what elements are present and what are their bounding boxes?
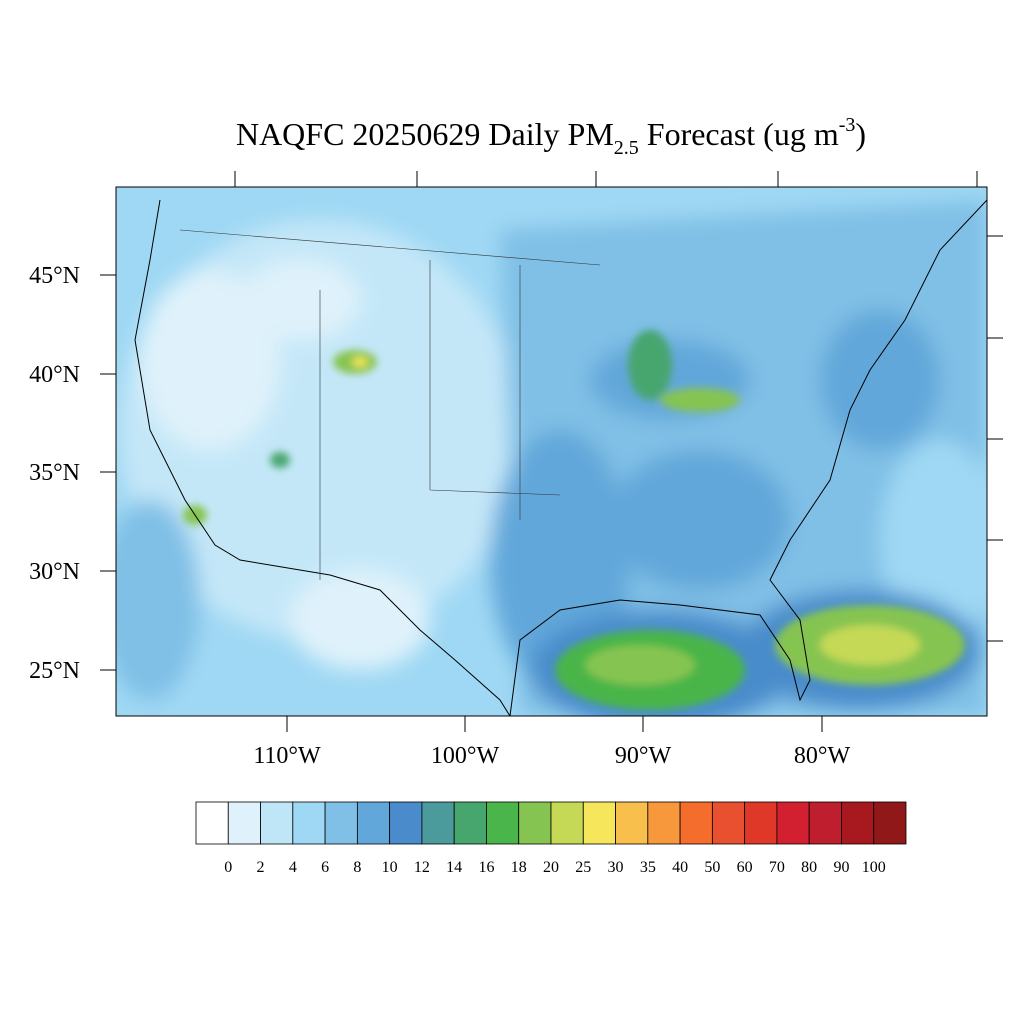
title-end: ) (855, 116, 866, 152)
colorbar-box (808, 801, 842, 845)
title-sub: 2.5 (614, 137, 639, 159)
lon-label: 100°W (431, 743, 500, 769)
lat-label: 30°N (29, 559, 80, 585)
colorbar-box (647, 801, 681, 845)
colorbar-box (550, 801, 584, 845)
colorbar-box (421, 801, 455, 845)
colorbar-label: 100 (862, 859, 886, 876)
colorbar-label: 30 (608, 859, 624, 876)
colorbar-label: 60 (737, 859, 753, 876)
colorbar-box (195, 801, 229, 845)
title-mid: Forecast (ug m (639, 116, 839, 152)
frame-ticks (100, 171, 1003, 732)
colorbar-label: 90 (833, 859, 849, 876)
colorbar-box (615, 801, 649, 845)
title-main: NAQFC 20250629 Daily PM (236, 116, 614, 152)
colorbar-label: 12 (414, 859, 430, 876)
colorbar-label: 0 (224, 859, 232, 876)
colorbar-box (292, 801, 326, 845)
colorbar-label: 4 (289, 859, 297, 876)
lon-label: 90°W (615, 743, 672, 769)
lon-label: 80°W (794, 743, 851, 769)
colorbar-box (841, 801, 875, 845)
colorbar-label: 40 (672, 859, 688, 876)
colorbar-label: 10 (382, 859, 398, 876)
colorbar-box (356, 801, 391, 845)
lat-label: 35°N (29, 460, 80, 486)
colorbar-label: 50 (704, 859, 720, 876)
lat-label: 45°N (29, 263, 80, 289)
title: NAQFC 20250629 Daily PM2.5 Forecast (ug … (236, 114, 866, 159)
colorbar-label: 6 (321, 859, 329, 876)
colorbar-label: 70 (769, 859, 785, 876)
colorbar-label: 16 (478, 859, 494, 876)
lat-label: 25°N (29, 658, 80, 684)
map-frame (115, 186, 988, 717)
colorbar-label: 25 (575, 859, 591, 876)
lon-label: 110°W (253, 743, 321, 769)
lat-label: 40°N (29, 362, 80, 388)
colorbar-label: 2 (257, 859, 265, 876)
colorbar-label: 18 (511, 859, 527, 876)
colorbar-box (679, 801, 713, 845)
colorbar-label: 8 (353, 859, 361, 876)
colorbar-box (744, 801, 778, 845)
colorbar-box (518, 801, 552, 845)
pm-field (116, 187, 987, 716)
colorbar-box (227, 801, 261, 845)
colorbar: 0 2 4 6 8 10 12 14 16 18 20 25 30 35 40 50 60 70 80 90 100 (195, 801, 907, 876)
colorbar-box (711, 801, 746, 845)
colorbar-label: 14 (446, 859, 462, 876)
colorbar-box (453, 801, 487, 845)
colorbar-box (260, 801, 294, 845)
colorbar-label: 20 (543, 859, 559, 876)
colorbar-box (873, 801, 907, 845)
axis-labels: 45°N 40°N 35°N 30°N 25°N 110°W 100°W 90°W 80°W (29, 263, 850, 769)
colorbar-box (486, 801, 520, 845)
colorbar-label: 80 (801, 859, 817, 876)
colorbar-box (776, 801, 810, 845)
colorbar-box (389, 801, 423, 845)
colorbar-label: 35 (640, 859, 656, 876)
colorbar-box (324, 801, 358, 845)
title-sup: -3 (839, 114, 856, 136)
colorbar-box (582, 801, 616, 845)
